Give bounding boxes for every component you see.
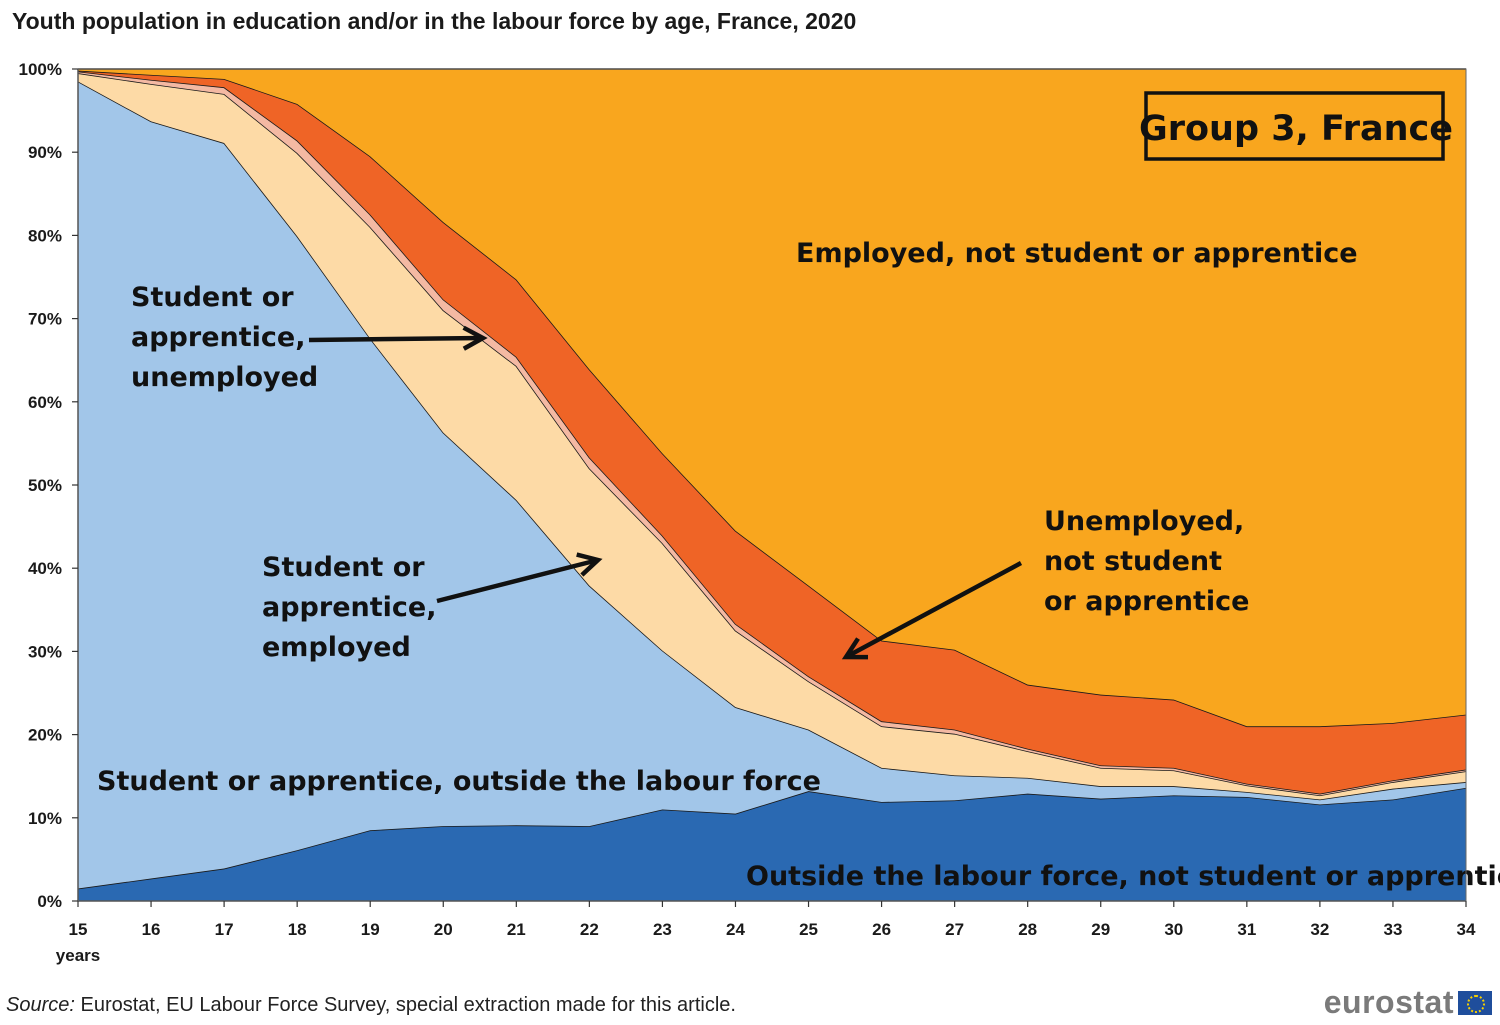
x-tick-label: 33 — [1383, 920, 1402, 939]
annotation-line: apprentice, — [262, 592, 436, 623]
annotation-line: unemployed — [131, 362, 318, 393]
x-tick-label: 17 — [215, 920, 234, 939]
x-tick-label: 15 — [69, 920, 88, 939]
annotation-line: Unemployed, — [1044, 506, 1244, 537]
source-text: Eurostat, EU Labour Force Survey, specia… — [74, 994, 736, 1016]
arrow-student-unemployed-shaft — [308, 335, 484, 343]
y-tick-label: 0% — [37, 892, 62, 911]
x-tick-label: 24 — [726, 920, 745, 939]
y-tick-label: 20% — [28, 726, 62, 745]
arrow-student-employed-shaft — [436, 557, 599, 604]
x-tick-label: 20 — [434, 920, 453, 939]
y-tick-label: 40% — [28, 559, 62, 578]
area-series-1 — [78, 787, 1466, 901]
y-tick-label: 30% — [28, 642, 62, 661]
annotation-line: Student or — [262, 552, 425, 583]
annotation-line: apprentice, — [131, 322, 305, 353]
x-tick-label: 31 — [1237, 920, 1256, 939]
annotation-labels: Employed, not student or apprentice Stude… — [97, 238, 1500, 892]
arrow-student-employed-head — [576, 552, 603, 577]
annotation-line: Student or apprentice, outside the labou… — [97, 766, 821, 797]
arrow-unemployed-not-student-shaft — [844, 561, 1023, 659]
annotation-line: not student — [1044, 546, 1222, 577]
area-series-6 — [78, 69, 1466, 727]
axes: 0% 10% 20% 30% 40% 50% 60% 70% 80% 90% 100% 15 16 17 1… — [19, 60, 1476, 965]
x-tick-label: 32 — [1310, 920, 1329, 939]
y-tick-label: 50% — [28, 476, 62, 495]
x-tick-label: 34 — [1457, 920, 1476, 939]
x-tick-label: 28 — [1018, 920, 1037, 939]
group-badge-frame — [1144, 91, 1445, 161]
x-axis-title: years — [56, 946, 100, 965]
x-tick-label: 23 — [653, 920, 672, 939]
annotation-line: Employed, not student or apprentice — [796, 238, 1358, 269]
source-label: Source: — [6, 994, 75, 1016]
x-tick-label: 22 — [580, 920, 599, 939]
x-tick-label: 21 — [507, 920, 526, 939]
y-tick-label: 60% — [28, 393, 62, 412]
x-tick-label: 16 — [142, 920, 161, 939]
chart-title: Youth population in education and/or in … — [12, 8, 857, 34]
annotation-arrows — [308, 325, 1023, 660]
area-layers — [77, 68, 1467, 901]
annotation-label-6: Outside the labour force, not student or… — [746, 861, 1500, 892]
x-tick-label: 30 — [1164, 920, 1183, 939]
x-tick-label: 18 — [288, 920, 307, 939]
x-tick-label: 25 — [799, 920, 818, 939]
annotation-label-5: Student or apprentice, outside the labou… — [97, 766, 821, 797]
annotation-line: or apprentice — [1044, 586, 1249, 617]
eurostat-logo: eurostat — [1324, 984, 1492, 1021]
y-tick-label: 100% — [19, 60, 62, 79]
annotation-label-2: Student or apprentice, unemployed — [131, 282, 318, 393]
eu-flag-icon — [1458, 990, 1492, 1015]
area-series-2 — [78, 81, 1466, 889]
y-tick-label: 10% — [28, 809, 62, 828]
source-note: Source: Eurostat, EU Labour Force Survey… — [6, 994, 736, 1017]
annotation-label-4: Unemployed, not student or apprentice — [1044, 506, 1249, 617]
y-tick-label: 70% — [28, 310, 62, 329]
annotation-line: Outside the labour force, not student or… — [746, 861, 1500, 892]
group-badge: Group 3, France — [1139, 91, 1453, 161]
annotation-label-1: Employed, not student or apprentice — [796, 238, 1358, 269]
area-series-5 — [78, 70, 1466, 794]
arrow-unemployed-not-student-head — [841, 637, 869, 660]
y-tick-label: 90% — [28, 143, 62, 162]
eurostat-logo-text: eurostat — [1323, 984, 1454, 1020]
x-tick-label: 19 — [361, 920, 380, 939]
x-tick-label: 27 — [945, 920, 964, 939]
annotation-label-3: Student or apprentice, employed — [262, 552, 436, 663]
arrow-student-unemployed-head — [462, 325, 488, 351]
x-tick-label: 29 — [1091, 920, 1110, 939]
annotation-line: Student or — [131, 282, 294, 313]
annotation-line: employed — [262, 632, 411, 663]
group-badge-text: Group 3, France — [1139, 109, 1453, 149]
x-tick-label: 26 — [872, 920, 891, 939]
stacked-area-chart: Group 3, France Employed, not student or… — [19, 60, 1500, 965]
y-tick-label: 80% — [28, 226, 62, 245]
